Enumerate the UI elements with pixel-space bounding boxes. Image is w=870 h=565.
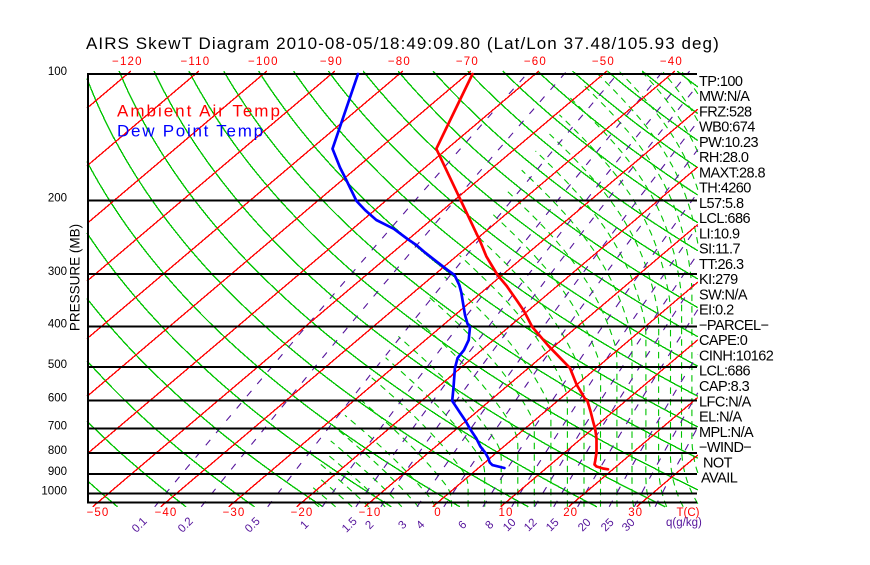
svg-text:−70: −70 [456, 56, 479, 68]
svg-text:1000: 1000 [41, 485, 67, 497]
svg-text:KI:279: KI:279 [699, 272, 738, 288]
svg-text:SI:11.7: SI:11.7 [699, 242, 741, 258]
svg-text:30: 30 [628, 507, 643, 519]
svg-text:−90: −90 [320, 56, 343, 68]
svg-text:600: 600 [48, 392, 67, 404]
svg-text:−PARCEL−: −PARCEL− [699, 318, 769, 334]
svg-text:−50: −50 [87, 507, 110, 519]
svg-text:AIRS SkewT Diagram 2010-08-05/: AIRS SkewT Diagram 2010-08-05/18:49:09.8… [86, 34, 720, 53]
svg-text:NOT: NOT [703, 455, 733, 471]
svg-text:−110: −110 [180, 56, 210, 68]
svg-text:−100: −100 [248, 56, 279, 68]
svg-text:0: 0 [434, 507, 442, 519]
svg-text:−80: −80 [388, 56, 411, 68]
svg-text:500: 500 [48, 359, 67, 371]
svg-text:EI:0.2: EI:0.2 [699, 303, 734, 319]
svg-text:CINH:10162: CINH:10162 [699, 349, 774, 365]
svg-text:MW:N/A: MW:N/A [699, 89, 750, 105]
svg-text:RH:28.0: RH:28.0 [699, 150, 749, 166]
svg-text:q(g/kg): q(g/kg) [666, 517, 702, 529]
svg-text:Dew Point Temp: Dew Point Temp [117, 122, 265, 141]
svg-text:LCL:686: LCL:686 [699, 211, 750, 227]
svg-text:−50: −50 [592, 56, 615, 68]
svg-text:−120: −120 [112, 56, 143, 68]
svg-text:20: 20 [563, 507, 578, 519]
svg-text:TP:100: TP:100 [699, 74, 743, 90]
svg-text:T(C): T(C) [677, 507, 700, 519]
svg-text:400: 400 [48, 319, 67, 331]
svg-text:AVAIL: AVAIL [701, 471, 738, 487]
svg-text:−30: −30 [223, 507, 246, 519]
svg-text:MPL:N/A: MPL:N/A [699, 425, 754, 441]
svg-text:Ambient Air Temp: Ambient Air Temp [117, 101, 282, 120]
svg-text:TT:26.3: TT:26.3 [699, 257, 744, 273]
svg-text:−10: −10 [359, 507, 382, 519]
svg-text:LFC:N/A: LFC:N/A [699, 394, 752, 410]
svg-text:−40: −40 [155, 507, 178, 519]
svg-text:FRZ:528: FRZ:528 [699, 104, 752, 120]
svg-text:TH:4260: TH:4260 [699, 181, 751, 197]
svg-text:900: 900 [48, 466, 67, 478]
svg-text:200: 200 [48, 192, 67, 204]
svg-text:CAPE:0: CAPE:0 [699, 333, 748, 349]
svg-text:L57:5.8: L57:5.8 [699, 196, 744, 212]
svg-text:LCL:686: LCL:686 [699, 364, 750, 380]
svg-text:800: 800 [48, 445, 67, 457]
svg-text:700: 700 [48, 420, 67, 432]
svg-text:300: 300 [48, 266, 67, 278]
svg-text:PRESSURE (MB): PRESSURE (MB) [68, 224, 83, 331]
svg-text:MAXT:28.8: MAXT:28.8 [699, 165, 765, 181]
svg-text:WB0:674: WB0:674 [699, 120, 755, 136]
svg-text:CAP:8.3: CAP:8.3 [699, 379, 750, 395]
svg-text:LI:10.9: LI:10.9 [699, 226, 740, 242]
svg-text:−20: −20 [291, 507, 314, 519]
svg-text:−60: −60 [524, 56, 547, 68]
svg-text:EL:N/A: EL:N/A [699, 410, 743, 426]
svg-text:SW:N/A: SW:N/A [699, 287, 748, 303]
svg-text:PW:10.23: PW:10.23 [699, 135, 758, 151]
svg-text:10: 10 [499, 507, 514, 519]
svg-text:−40: −40 [660, 56, 683, 68]
svg-text:100: 100 [48, 66, 67, 78]
svg-text:−WIND−: −WIND− [699, 440, 751, 456]
